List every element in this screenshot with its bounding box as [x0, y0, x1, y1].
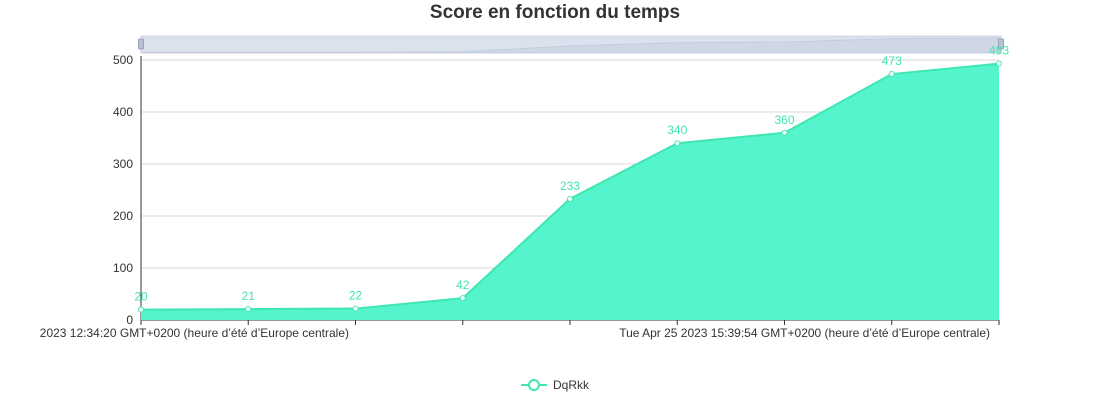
y-tick-label: 500 [113, 53, 133, 67]
data-label: 20 [134, 290, 148, 304]
data-label: 360 [774, 113, 794, 127]
y-axis: 0 100 200 300 400 500 [113, 53, 142, 327]
data-point [567, 195, 573, 202]
zoom-handle-left [138, 38, 144, 50]
data-point [674, 140, 681, 147]
data-label: 21 [242, 289, 256, 303]
y-tick-label: 0 [126, 313, 133, 327]
data-label: 42 [456, 278, 470, 292]
data-point [138, 306, 144, 313]
data-label: 493 [989, 44, 1009, 58]
legend-item-dqrkk[interactable]: DqRkk [520, 378, 589, 392]
x-axis: 2023 12:34:20 GMT+0200 (heure d’été d’Eu… [40, 319, 1000, 340]
data-labels: 20 21 22 42 233 340 360 473 493 [134, 44, 1009, 304]
data-point [245, 306, 252, 313]
data-label: 340 [667, 123, 687, 137]
x-tick-label-last: Tue Apr 25 2023 15:39:54 GMT+0200 (heure… [619, 326, 990, 340]
data-point [781, 129, 788, 136]
data-point [352, 305, 359, 312]
data-point [459, 295, 466, 302]
data-label: 22 [349, 289, 363, 303]
legend-label: DqRkk [552, 378, 589, 392]
y-tick-label: 100 [113, 261, 133, 275]
data-zoom-slider[interactable] [138, 35, 1004, 54]
legend-line-circle-icon [520, 379, 547, 391]
zoom-handle-right [998, 38, 1004, 50]
y-tick-label: 400 [113, 105, 133, 119]
data-point [996, 60, 1002, 67]
legend: DqRkk [0, 378, 1110, 395]
series-area-fill [141, 63, 999, 320]
data-label: 473 [882, 54, 902, 68]
y-tick-label: 300 [113, 157, 133, 171]
chart-title: Score en fonction du temps [429, 2, 681, 23]
data-point [888, 71, 895, 78]
y-tick-label: 200 [113, 209, 133, 223]
series-area [138, 60, 1002, 320]
data-label: 233 [560, 179, 580, 193]
x-tick-label-first: 2023 12:34:20 GMT+0200 (heure d’été d’Eu… [40, 326, 349, 340]
zoom-selection [141, 36, 1001, 53]
